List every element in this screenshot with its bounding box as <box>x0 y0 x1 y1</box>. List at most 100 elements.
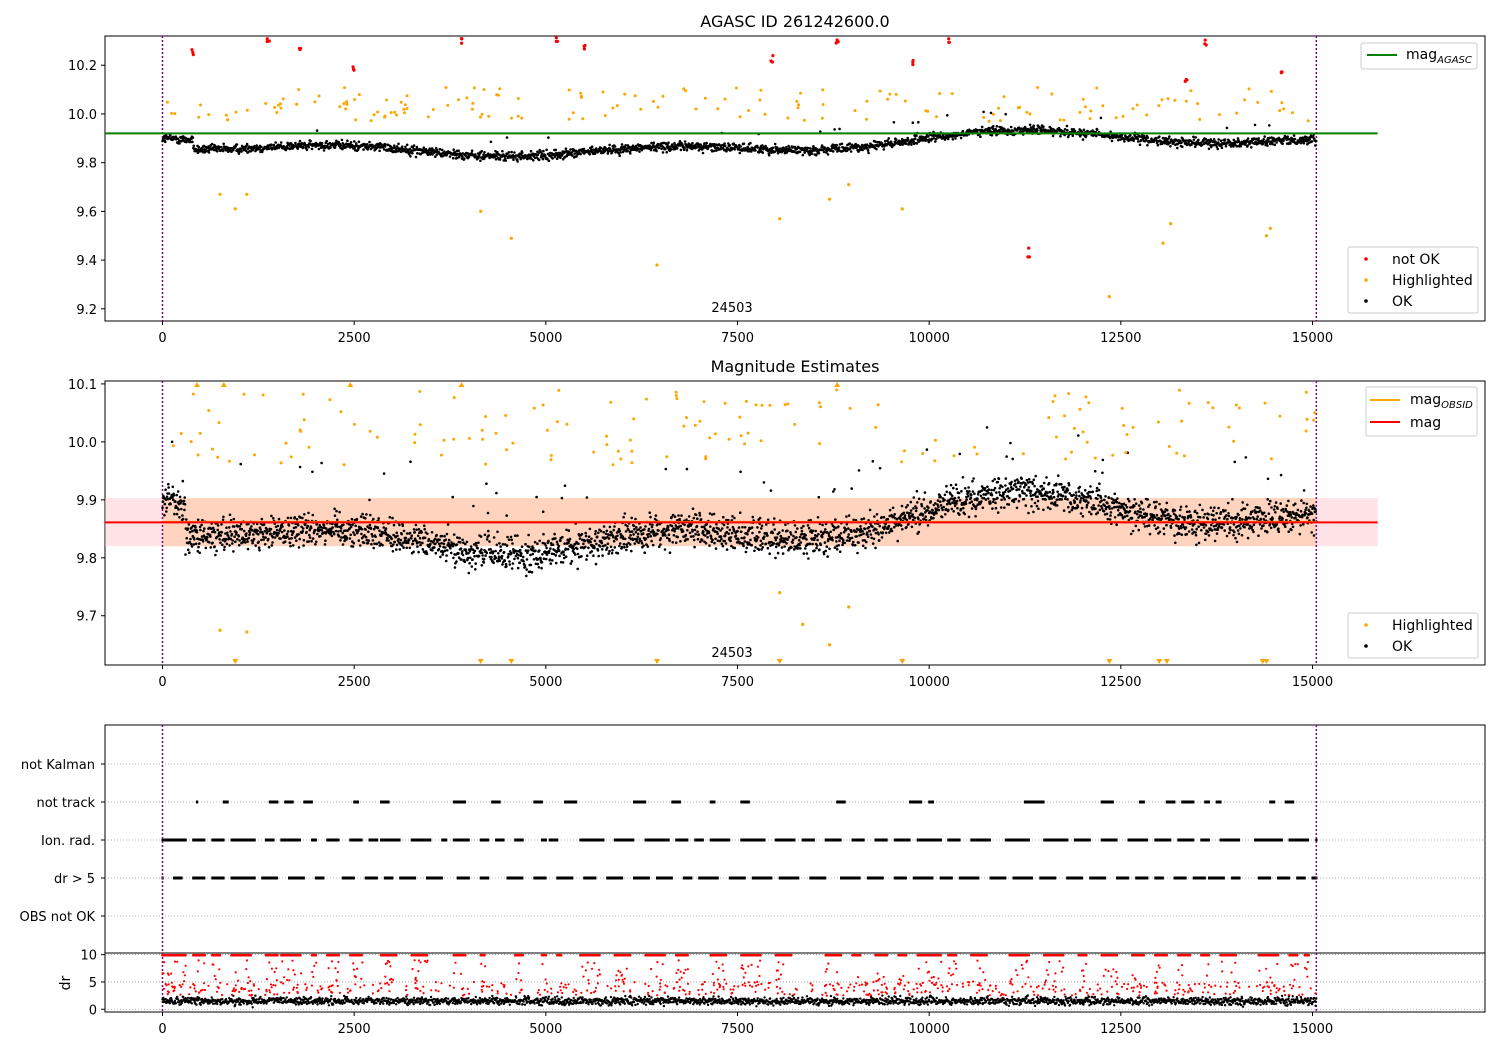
ok-point <box>737 538 740 541</box>
ok-point <box>1146 143 1149 147</box>
highlighted-point <box>197 115 201 119</box>
ok-point <box>760 524 764 528</box>
highlighted-point <box>759 88 763 92</box>
ok-point <box>811 529 815 533</box>
ok-point <box>932 137 936 140</box>
xtick-label: 5000 <box>529 675 562 690</box>
ok-point <box>734 534 738 537</box>
ok-point <box>756 526 759 529</box>
ok-point <box>239 462 242 466</box>
highlighted-point <box>226 118 229 122</box>
ytick-label: 10.1 <box>68 378 97 393</box>
ok-point <box>215 549 218 553</box>
ok-point <box>1314 144 1317 147</box>
ok-point <box>704 534 707 537</box>
ok-point <box>683 146 686 150</box>
ok-point <box>636 535 640 539</box>
highlighted-point <box>1101 104 1105 108</box>
ok-point <box>574 553 577 556</box>
ok-point <box>866 149 870 152</box>
ok-point <box>509 535 513 539</box>
ok-point <box>339 529 343 533</box>
highlighted-point <box>495 93 499 97</box>
ok-point <box>353 140 356 143</box>
ok-point <box>467 571 471 575</box>
ok-point <box>580 555 583 558</box>
xtick-label: 15000 <box>1292 675 1333 690</box>
xtick-label: 2500 <box>338 331 371 346</box>
ok-point <box>946 114 949 117</box>
ok-point <box>594 532 597 536</box>
ok-point <box>694 513 698 517</box>
ok-point <box>831 538 834 542</box>
ok-point <box>720 527 724 530</box>
ok-point <box>576 547 579 551</box>
highlighted-point <box>615 104 619 108</box>
ok-point <box>741 525 744 529</box>
ok-point <box>398 523 401 527</box>
ok-point <box>953 504 957 508</box>
ok-point <box>364 528 368 531</box>
ytick-label: 9.6 <box>76 205 97 220</box>
ok-point <box>865 540 868 544</box>
ok-point <box>271 541 274 544</box>
highlighted-point <box>1078 110 1082 114</box>
highlighted-point <box>295 102 299 106</box>
ok-point <box>837 525 840 528</box>
ok-point <box>324 539 327 542</box>
ok-point <box>1154 137 1158 140</box>
highlighted-point <box>567 88 571 92</box>
ok-point <box>415 528 418 532</box>
ok-point <box>329 146 332 149</box>
ok-point <box>333 146 337 149</box>
ok-point <box>507 151 511 154</box>
ok-point <box>461 538 464 542</box>
ok-point <box>235 143 239 146</box>
ok-point <box>934 140 937 143</box>
ok-point <box>746 533 749 536</box>
ok-point <box>543 154 547 157</box>
ok-point <box>602 530 605 534</box>
ok-point <box>548 558 552 561</box>
highlighted-point <box>900 207 904 211</box>
ok-point <box>909 509 913 512</box>
ok-point <box>913 137 917 141</box>
ok-point <box>320 141 324 145</box>
ok-point <box>773 528 776 531</box>
ok-point <box>962 506 965 510</box>
ok-point <box>955 499 959 503</box>
ok-point <box>563 542 566 545</box>
not-ok-point <box>911 60 915 64</box>
ok-point <box>313 528 317 532</box>
ok-point <box>307 511 310 515</box>
ok-point <box>587 535 591 538</box>
ok-point <box>393 540 397 544</box>
ok-point <box>271 536 275 539</box>
ok-point <box>692 516 696 520</box>
ok-point <box>1099 116 1103 120</box>
ok-point <box>600 548 604 551</box>
ok-point <box>991 479 995 483</box>
highlighted-point <box>273 105 277 109</box>
ok-point <box>357 539 361 542</box>
highlighted-point <box>218 192 222 196</box>
ok-point <box>421 541 424 545</box>
ok-point <box>692 535 695 538</box>
ok-point <box>899 518 903 521</box>
ok-point <box>240 527 244 531</box>
not-ok-point <box>554 36 558 40</box>
ok-point <box>513 151 516 154</box>
ok-point <box>505 544 509 547</box>
ok-point <box>367 530 370 533</box>
ok-point <box>461 550 464 553</box>
ok-point <box>750 543 753 547</box>
highlighted-point <box>354 118 358 122</box>
ok-point <box>444 559 448 563</box>
highlighted-point <box>633 94 637 98</box>
ok-point <box>404 145 407 149</box>
highlighted-point <box>655 263 659 267</box>
ok-point <box>262 523 266 526</box>
ok-point <box>455 560 458 563</box>
ok-point <box>445 532 449 536</box>
ok-point <box>939 495 942 499</box>
